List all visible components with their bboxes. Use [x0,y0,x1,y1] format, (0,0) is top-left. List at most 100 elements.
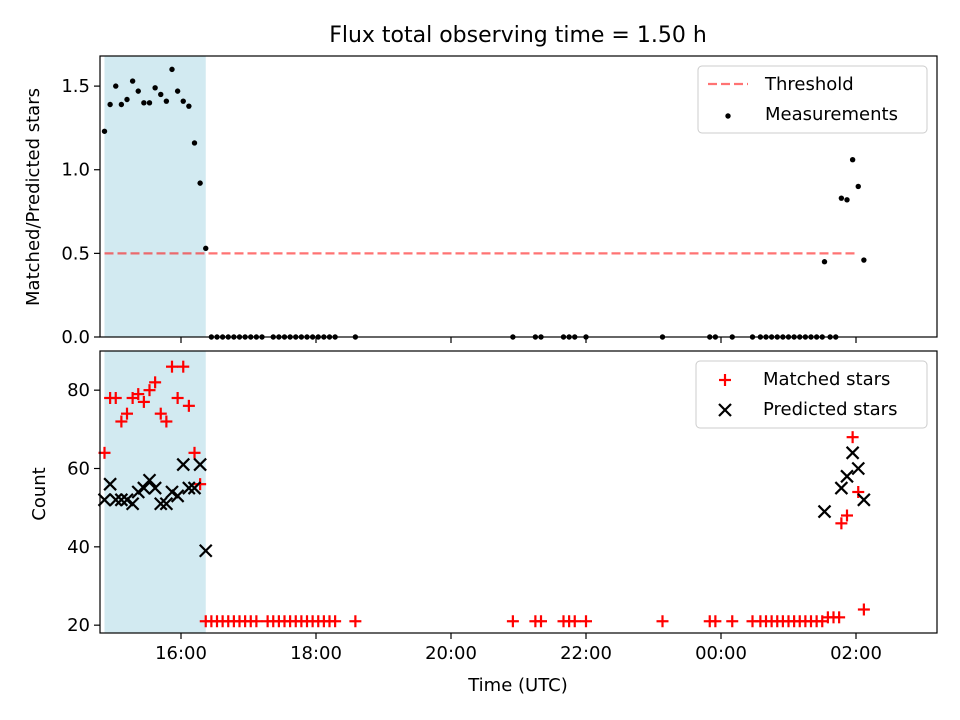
measurement-point [141,100,147,106]
matched-star-point [857,603,870,616]
matched-star-point [852,486,865,498]
measurement-point [180,98,186,104]
x-tick-label: 02:00 [830,643,882,664]
measurement-point [203,245,209,252]
bottom-y-tick-label: 80 [67,380,90,401]
legend-measurements-swatch [725,113,731,119]
measurement-point [191,140,198,146]
top-highlight-span [104,56,206,337]
matched-star-point [121,407,133,420]
matched-star-point [132,388,145,401]
measurement-point [838,195,845,201]
matched-star-point [115,415,128,428]
predicted-star-point [840,469,854,484]
x-tick-label: 20:00 [425,643,477,664]
predicted-star-point [103,477,117,491]
measurement-point [174,88,181,94]
top-y-tick-label: 0.5 [61,243,90,264]
matched-star-point [182,399,195,412]
matched-star-point [835,517,848,530]
predicted-star-point [170,489,185,503]
matched-star-point [506,615,519,628]
x-tick-label: 16:00 [155,643,207,664]
bottom-plot-frame [99,350,938,634]
predicted-star-point [857,493,871,507]
matched-star-point [656,615,669,628]
matched-star-point [177,360,190,373]
measurement-point [855,183,861,190]
legend-matched-label: Matched stars [763,369,890,390]
matched-star-point [833,611,846,624]
matched-star-point [846,431,859,444]
matched-star-point [841,509,853,522]
predicted-star-point [114,493,129,507]
matched-star-point [143,384,156,397]
top-plot-frame [99,55,938,338]
top-legend: Threshold Measurements [697,65,928,134]
predicted-star-point [851,461,866,476]
legend-predicted-swatch [718,403,732,417]
bottom-y-tick-label: 40 [67,537,90,558]
measurement-point [169,66,175,73]
x-tick-label: 18:00 [290,643,342,664]
top-legend-box [697,65,928,134]
predicted-star-point [142,473,157,488]
top-y-tick-label: 1.5 [61,76,90,97]
measurement-point [101,128,108,134]
x-axis-label: Time (UTC) [467,675,568,696]
legend-matched-swatch [719,374,731,386]
matched-star-point [194,478,207,491]
predicted-star-point [182,481,196,495]
chart-title: Flux total observing time = 1.50 h [329,23,707,48]
measurement-point [135,88,141,94]
predicted-star-point [153,496,168,511]
matched-star-point [568,615,581,628]
measurement-point [107,101,113,108]
predicted-star-point [125,496,140,511]
measurement-point [118,101,125,108]
bottom-y-tick-label: 60 [67,459,90,480]
matched-star-point [160,415,173,428]
matched-star-point [109,392,122,404]
bottom-y-tick-label: 20 [67,615,90,636]
measurement-point [113,83,119,89]
measurement-point [821,259,828,265]
matched-star-point [171,392,184,404]
matched-star-point [137,395,150,408]
matched-star-point [188,446,201,459]
predicted-star-point [817,504,832,519]
measurement-point [197,180,203,186]
predicted-star-point [159,496,174,511]
predicted-star-point [108,493,123,507]
measurement-point [129,78,136,84]
top-y-axis: 0.0 0.5 1.0 1.5 [61,76,100,348]
measurement-point [186,103,192,109]
measurement-point [849,157,856,163]
predicted-star-point [198,543,213,558]
matched-star-point [349,615,362,628]
matched-star-point [329,615,342,628]
bottom-legend-box [695,360,928,429]
x-tick-label: 22:00 [560,643,612,664]
top-y-axis-label: Matched/Predicted stars [23,88,44,306]
matched-star-point [535,615,547,628]
bottom-legend: Matched stars Predicted stars [695,360,928,429]
bottom-y-axis-label: Count [29,467,50,520]
predicted-star-point [193,457,207,472]
top-y-tick-label: 0.0 [61,327,90,348]
matched-star-point [149,376,162,389]
measurements-series [101,66,867,340]
top-y-tick-label: 1.0 [61,160,90,181]
bottom-x-axis: 16:00 18:00 20:00 22:00 00:00 02:00 [155,633,882,664]
bottom-panel: 16:00 18:00 20:00 22:00 00:00 02:00 20406080 … [29,350,938,696]
measurement-point [158,91,164,98]
matched-star-point [580,615,592,628]
predicted-star-point [845,446,860,460]
predicted-star-point [187,481,202,495]
x-tick-label: 00:00 [695,643,747,664]
predicted-star-point [834,481,849,495]
predicted-star-point [137,481,151,495]
matched-star-point [166,360,178,373]
legend-threshold-label: Threshold [764,74,854,95]
